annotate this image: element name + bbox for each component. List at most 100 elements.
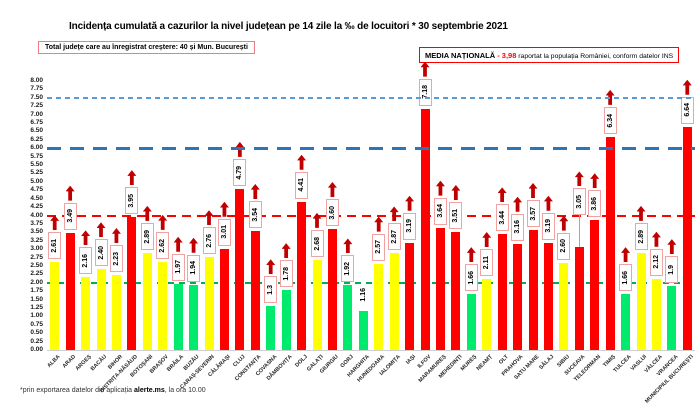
bar bbox=[636, 252, 646, 350]
bar-value-label: 2.89 bbox=[634, 222, 648, 250]
increase-arrow-icon bbox=[250, 183, 260, 199]
reference-line-6 bbox=[47, 146, 695, 150]
bar-value-text: 2.23 bbox=[112, 251, 120, 266]
bar-value-text: 3.54 bbox=[251, 207, 259, 222]
bar-value-text: 1.66 bbox=[467, 270, 475, 285]
increase-arrow-icon bbox=[173, 236, 183, 252]
bar-value-text: 1.92 bbox=[344, 262, 352, 276]
bar-value-text: 2.60 bbox=[560, 239, 568, 253]
bar-value-text: 3.44 bbox=[498, 211, 506, 225]
bar bbox=[281, 290, 291, 350]
bar-value-label: 3.57 bbox=[526, 199, 540, 227]
increase-arrow-icon bbox=[435, 180, 445, 196]
increase-arrow-icon bbox=[327, 181, 337, 197]
bar bbox=[513, 243, 523, 350]
increase-arrow-icon bbox=[142, 205, 152, 221]
bar bbox=[266, 306, 276, 350]
bar bbox=[50, 262, 60, 350]
bar-value-label: 7.18 bbox=[418, 78, 432, 106]
bar-value-text: 3.49 bbox=[66, 209, 74, 223]
bar-value-label: 3.19 bbox=[541, 212, 555, 240]
increase-arrow-icon bbox=[158, 214, 168, 230]
bar-value-text: 1.94 bbox=[190, 261, 198, 276]
bar-value-label: 2.89 bbox=[140, 222, 154, 250]
y-axis-tick: 0.75 bbox=[30, 320, 43, 328]
bar-value-text: 2.89 bbox=[637, 229, 645, 244]
bar-value-text: 2.68 bbox=[313, 236, 321, 251]
y-axis-tick: 6.50 bbox=[30, 127, 43, 135]
increase-arrow-icon bbox=[636, 205, 646, 221]
increase-arrow-icon bbox=[621, 247, 631, 263]
bar-value-text: 4.41 bbox=[298, 178, 306, 193]
bar bbox=[466, 294, 476, 350]
bar bbox=[327, 228, 337, 350]
reference-line-4 bbox=[47, 214, 695, 217]
increase-arrow-icon bbox=[528, 182, 538, 198]
national-average-box: MEDIA NAȚIONALĂ - 3,98 raportat la popul… bbox=[419, 47, 680, 63]
bar-value-text: 1.3 bbox=[267, 284, 275, 295]
bar-value-text: 3.05 bbox=[575, 195, 583, 209]
bar bbox=[559, 262, 569, 350]
bar bbox=[250, 230, 260, 350]
bar bbox=[111, 275, 121, 350]
bar-value-label: 4.41 bbox=[295, 171, 309, 199]
bar-value-text: 2.76 bbox=[205, 233, 213, 248]
bar-value-label: 2.11 bbox=[480, 249, 494, 277]
increase-arrow-icon bbox=[204, 210, 214, 226]
x-axis-label: MUREȘ bbox=[460, 354, 479, 373]
bar-value-label: 1.66 bbox=[464, 264, 478, 292]
y-axis-tick: 5.00 bbox=[30, 177, 43, 185]
bar-value-text: 3.51 bbox=[452, 208, 460, 223]
bar-value-text: 3.16 bbox=[514, 220, 522, 235]
bar-value-text: 6.64 bbox=[683, 103, 691, 118]
increase-arrow-icon bbox=[50, 215, 60, 231]
x-axis-label: ARGEȘ bbox=[74, 354, 93, 373]
footnote: *prin exportarea datelor din aplicația a… bbox=[20, 387, 206, 394]
y-axis-tick: 5.75 bbox=[30, 152, 43, 160]
x-axis-line bbox=[47, 350, 695, 351]
bar-value-label: 1.16 bbox=[357, 281, 370, 308]
bar bbox=[528, 229, 538, 350]
increase-arrow-icon bbox=[451, 184, 461, 200]
bar-value-label: 3.19 bbox=[403, 212, 417, 240]
bar-value-text: 3.64 bbox=[436, 204, 444, 218]
increase-arrow-icon bbox=[312, 212, 322, 228]
bar-value-text: 1.9 bbox=[668, 264, 676, 275]
footnote-suffix: , la ora 10.00 bbox=[164, 387, 206, 394]
bar-value-label: 3.86 bbox=[588, 190, 602, 218]
bar-value-text: 2.40 bbox=[97, 245, 105, 260]
bar bbox=[405, 242, 415, 350]
bar-value-text: 3.19 bbox=[406, 219, 414, 234]
x-axis-label: NEAMȚ bbox=[475, 354, 494, 373]
increase-arrow-icon bbox=[513, 196, 523, 212]
increase-arrow-icon bbox=[189, 237, 199, 253]
bar bbox=[312, 259, 322, 350]
reference-line-2 bbox=[47, 281, 695, 284]
bar bbox=[219, 248, 229, 350]
x-axis-label: OLT bbox=[497, 354, 510, 366]
y-axis-tick: 1.25 bbox=[30, 303, 43, 311]
bar bbox=[497, 234, 507, 350]
bar-value-label: 3.44 bbox=[495, 204, 509, 232]
bar-value-text: 6.34 bbox=[606, 113, 614, 128]
increase-arrow-icon bbox=[374, 216, 384, 232]
x-axis-label: ALBA bbox=[46, 354, 62, 370]
bar bbox=[374, 263, 384, 350]
bar bbox=[173, 283, 183, 350]
y-axis-tick: 2.50 bbox=[30, 261, 43, 269]
bar-value-label: 1.94 bbox=[187, 254, 201, 282]
increase-arrow-icon bbox=[65, 185, 75, 201]
y-axis-tick: 4.75 bbox=[30, 186, 43, 194]
increase-arrow-icon bbox=[559, 215, 569, 231]
bar bbox=[451, 231, 461, 350]
national-average-label: MEDIA NAȚIONALĂ bbox=[425, 50, 496, 60]
bar-value-text: 2.57 bbox=[375, 240, 383, 254]
bar-value-text: 3.19 bbox=[544, 219, 552, 234]
bar-value-text: 3.57 bbox=[529, 206, 537, 221]
bar bbox=[235, 188, 245, 350]
bar-value-text: 1.16 bbox=[359, 287, 367, 302]
y-axis-tick: 6.00 bbox=[30, 144, 43, 152]
bar-value-label: 2.23 bbox=[109, 245, 123, 273]
y-axis-tick: 4.25 bbox=[30, 203, 43, 211]
y-axis-tick: 6.25 bbox=[30, 135, 43, 143]
